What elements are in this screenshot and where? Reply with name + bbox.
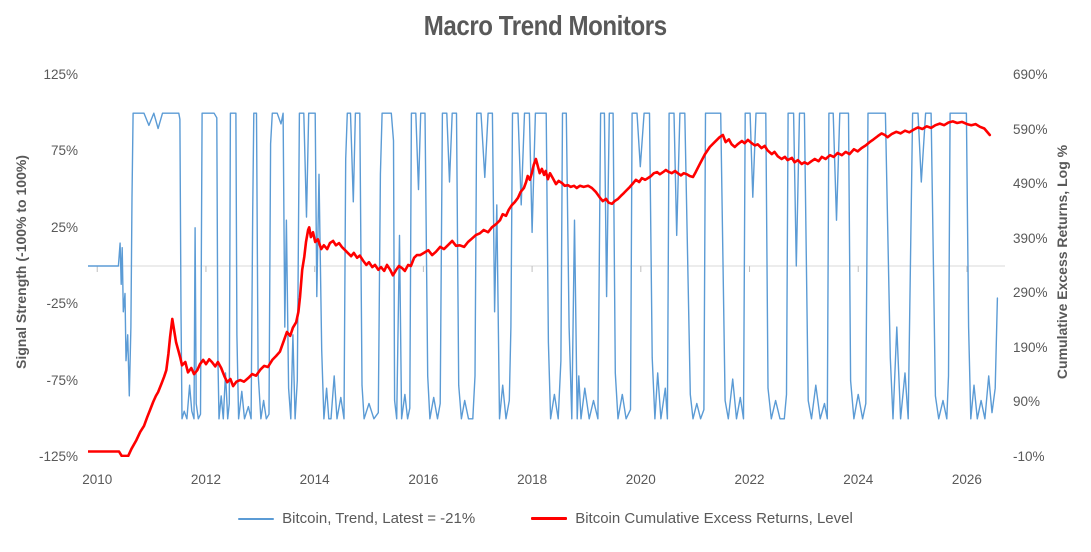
left-axis-tick-label: -25% <box>46 296 78 312</box>
x-axis-tick-label: 2026 <box>951 472 982 487</box>
x-axis-tick-label: 2010 <box>82 472 113 487</box>
left-axis-tick-label: -125% <box>38 449 78 464</box>
trend-line-swatch <box>238 517 275 520</box>
returns-series-line <box>88 120 992 457</box>
right-axis-tick-label: 90% <box>1013 394 1041 410</box>
legend-label-returns: Bitcoin Cumulative Excess Returns, Level <box>575 510 853 527</box>
right-axis-tick-label: 590% <box>1013 121 1048 137</box>
x-axis-tick-label: 2016 <box>408 472 439 487</box>
legend-item-trend: Bitcoin, Trend, Latest = -21% <box>238 510 475 527</box>
right-axis-tick-label: -10% <box>1013 449 1045 464</box>
x-axis-tick-label: 2014 <box>299 472 330 487</box>
x-axis-tick-label: 2012 <box>190 472 221 487</box>
chart-title-text: Macro Trend Monitors <box>424 10 667 41</box>
chart-title: Macro Trend Monitors <box>0 10 1091 42</box>
right-axis-tick-label: 690% <box>1013 67 1048 82</box>
returns-line-swatch <box>531 517 568 520</box>
right-axis-tick-label: 390% <box>1013 230 1048 246</box>
legend-label-trend: Bitcoin, Trend, Latest = -21% <box>282 510 476 527</box>
left-axis-title: Signal Strength (-100% to 100%) <box>13 155 29 369</box>
legend-item-returns: Bitcoin Cumulative Excess Returns, Level <box>531 510 853 527</box>
x-axis-tick-label: 2018 <box>517 472 548 487</box>
legend: Bitcoin, Trend, Latest = -21% Bitcoin Cu… <box>0 510 1091 527</box>
x-axis-tick-label: 2020 <box>625 472 656 487</box>
right-axis-tick-label: 290% <box>1013 285 1048 301</box>
plot-area <box>88 112 1005 457</box>
right-axis-tick-label: 490% <box>1013 176 1048 192</box>
trend-series-line <box>88 112 999 420</box>
left-axis-tick-label: 25% <box>50 219 78 235</box>
left-axis-tick-label: -75% <box>46 372 78 388</box>
x-axis-tick-label: 2024 <box>843 472 874 487</box>
left-axis-tick-label: 125% <box>43 67 78 82</box>
left-axis-tick-label: 75% <box>50 143 78 159</box>
x-axis-tick-label: 2022 <box>734 472 765 487</box>
right-axis-tick-label: 190% <box>1013 339 1048 355</box>
